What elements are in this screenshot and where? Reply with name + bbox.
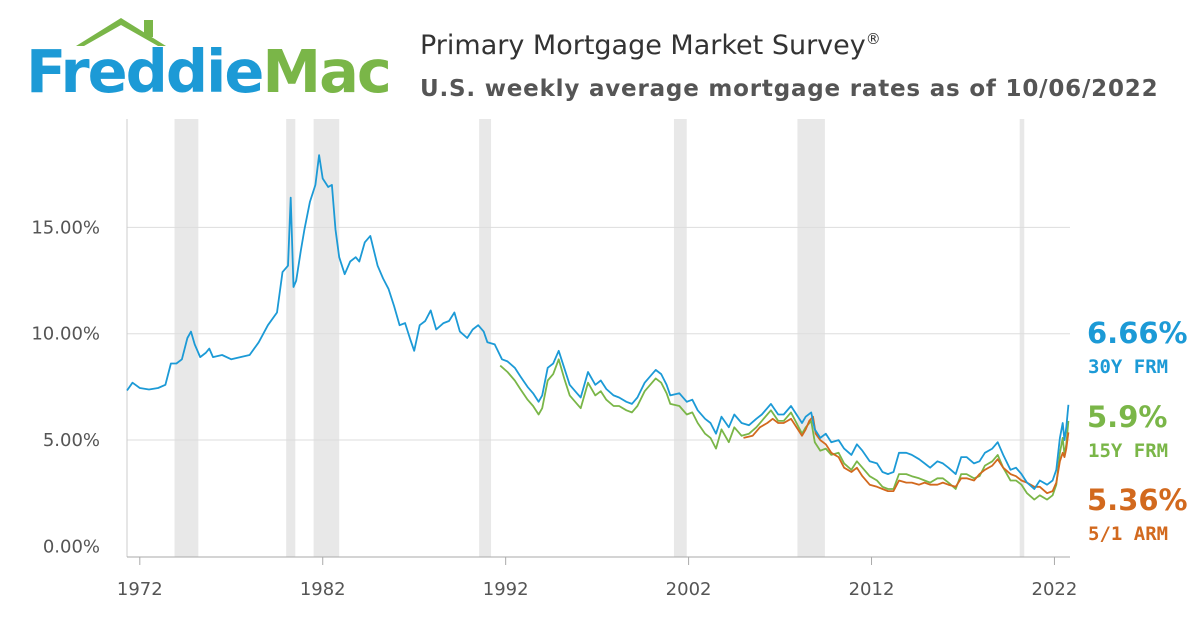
y-tick-label: 15.00% [31, 217, 100, 238]
logo-word-mac: Mac [262, 37, 391, 106]
chart-title-text: Primary Mortgage Market Survey [420, 30, 866, 61]
series-line-15y-frm [499, 358, 1070, 501]
x-tick-label: 1972 [117, 579, 163, 600]
y-tick-label: 0.00% [43, 536, 100, 557]
x-tick-labels: 1972 1982 1992 2002 2012 2022 [117, 557, 1077, 600]
series-15y-name: 15Y FRM [1088, 440, 1169, 462]
logo-word-freddie: Freddie [26, 37, 264, 106]
series-arm-name: 5/1 ARM [1088, 523, 1169, 545]
y-tick-label: 5.00% [43, 430, 100, 451]
recession-band-1 [286, 119, 296, 557]
series-line-5-1-arm [743, 415, 1070, 495]
x-tick-label: 1982 [300, 579, 346, 600]
x-tick-label: 2002 [666, 579, 712, 600]
series-arm-end-value: 5.36% [1087, 483, 1188, 517]
registered-mark: ® [865, 30, 881, 48]
recession-band-2 [313, 119, 340, 557]
chart-title: Primary Mortgage Market Survey® [420, 30, 881, 61]
recession-band-5 [797, 119, 825, 557]
gridlines [127, 226, 1070, 441]
series-30y-end-value: 6.66% [1087, 316, 1188, 350]
y-tick-label: 10.00% [31, 324, 100, 345]
recession-band-6 [1019, 119, 1025, 557]
recession-band-4 [673, 119, 687, 557]
series-lines [126, 154, 1070, 501]
logo-wordmark: FreddieMac [26, 42, 392, 101]
series-line-30y-frm [126, 154, 1070, 490]
series-30y-name: 30Y FRM [1088, 356, 1169, 378]
y-tick-labels: 0.00% 5.00% 10.00% 15.00% [31, 217, 100, 557]
house-roof-icon [76, 18, 166, 46]
series-15y-end-value: 5.9% [1087, 400, 1168, 434]
x-tick-label: 2012 [849, 579, 895, 600]
x-tick-label: 1992 [483, 579, 529, 600]
freddie-mac-logo: FreddieMac [26, 14, 392, 106]
chart-subtitle: U.S. weekly average mortgage rates as of… [420, 76, 1159, 102]
recession-band-0 [174, 119, 199, 557]
x-tick-label: 2022 [1032, 579, 1078, 600]
recession-bands [174, 119, 1025, 557]
